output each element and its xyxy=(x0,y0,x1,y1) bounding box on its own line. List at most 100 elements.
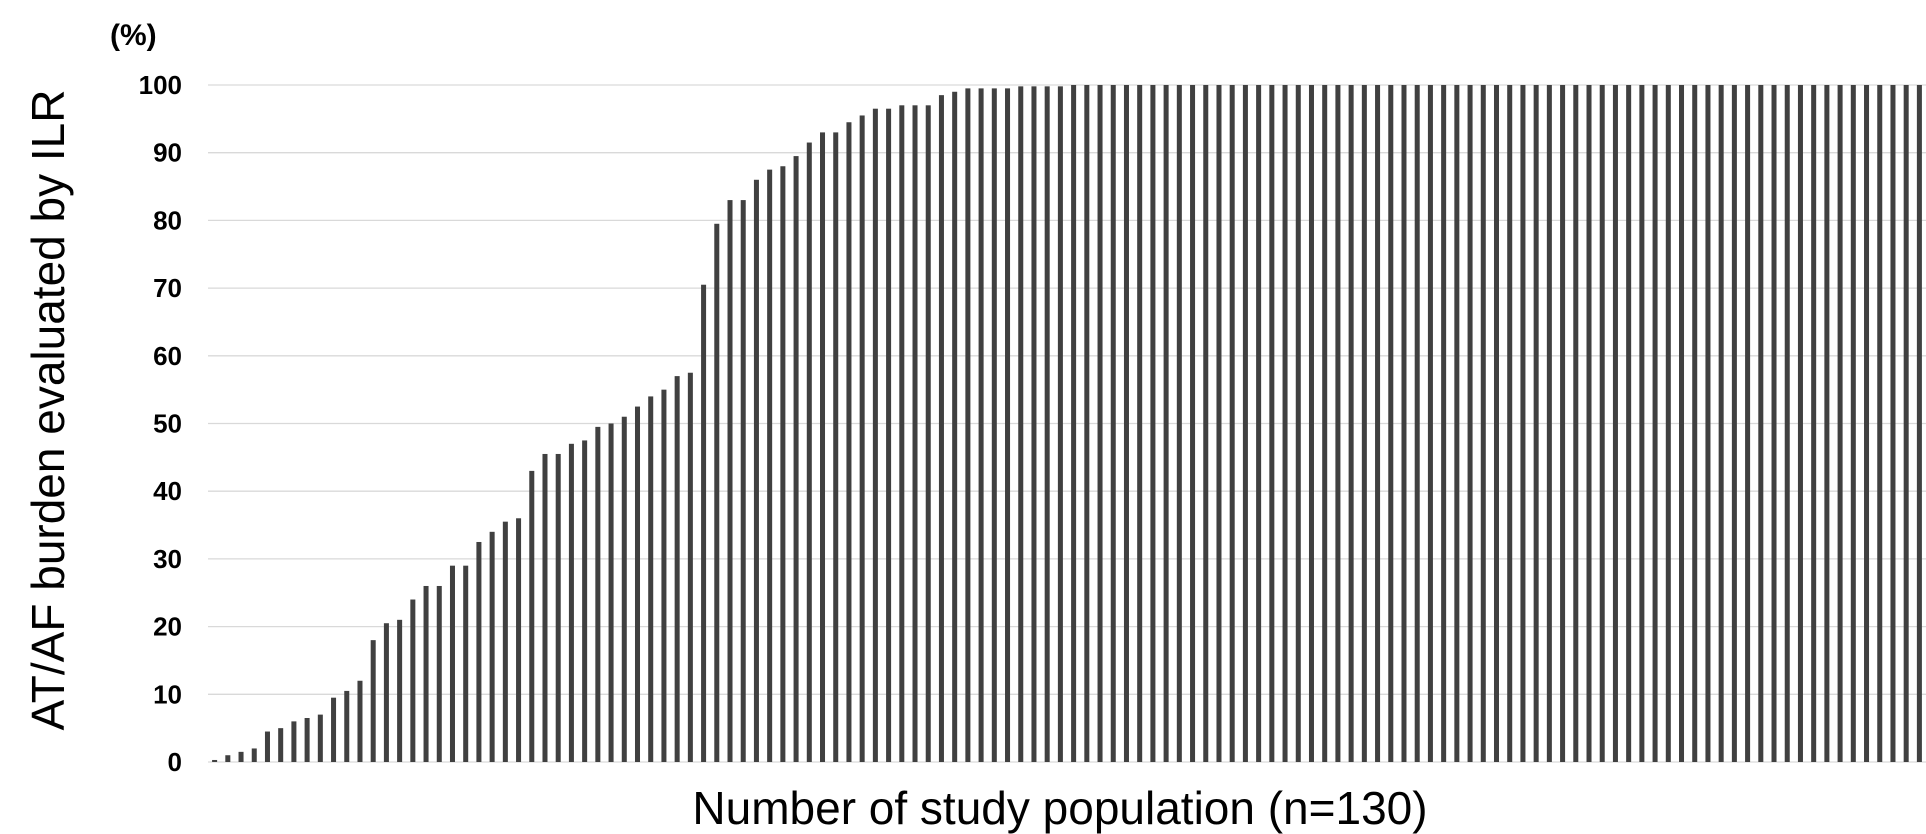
bar xyxy=(1533,85,1539,762)
bar xyxy=(806,142,812,763)
bar xyxy=(978,88,984,762)
bar xyxy=(1811,85,1817,762)
bar xyxy=(1520,85,1526,762)
bar xyxy=(1480,85,1486,762)
bar xyxy=(1837,85,1843,762)
bar xyxy=(1612,85,1618,762)
bar xyxy=(1467,85,1473,762)
bar xyxy=(1018,86,1024,763)
bar xyxy=(291,721,297,762)
bar xyxy=(952,91,958,762)
bar xyxy=(1256,85,1262,762)
bar xyxy=(1401,85,1407,762)
bar xyxy=(991,88,997,762)
bar xyxy=(1626,85,1632,762)
y-axis-title: AT/AF burden evaluated by ILR xyxy=(22,90,74,731)
bar xyxy=(225,755,231,762)
y-tick-label: 30 xyxy=(153,544,182,574)
bar xyxy=(278,728,284,762)
bar xyxy=(449,565,455,762)
bar xyxy=(1414,85,1420,762)
bar xyxy=(1797,85,1803,762)
bar xyxy=(463,565,469,762)
bar xyxy=(397,619,403,762)
bar xyxy=(793,156,799,763)
bar xyxy=(833,132,839,762)
bar xyxy=(595,426,601,762)
bar xyxy=(1150,85,1156,762)
bar xyxy=(1665,85,1671,762)
bar xyxy=(1877,85,1883,762)
bar xyxy=(489,531,495,762)
bar xyxy=(529,470,535,762)
bar xyxy=(925,105,931,762)
bar xyxy=(212,759,218,762)
bar xyxy=(1322,85,1328,762)
bar xyxy=(714,223,720,762)
bar xyxy=(674,376,680,762)
bar xyxy=(1229,85,1235,762)
bar xyxy=(1560,85,1566,762)
y-tick-label: 0 xyxy=(168,747,182,777)
bar xyxy=(1269,85,1275,762)
bar xyxy=(859,115,865,763)
bar xyxy=(608,423,614,762)
bar xyxy=(1427,85,1433,762)
y-tick-label: 40 xyxy=(153,476,182,506)
bar xyxy=(1679,85,1685,762)
bar xyxy=(1586,85,1592,762)
bar xyxy=(423,585,429,762)
y-tick-label: 10 xyxy=(153,679,182,709)
bar xyxy=(1507,85,1513,762)
y-tick-label: 50 xyxy=(153,409,182,439)
bar xyxy=(767,169,773,763)
y-tick-label: 60 xyxy=(153,341,182,371)
bar xyxy=(1163,85,1169,762)
y-tick-label: 70 xyxy=(153,273,182,303)
x-axis-title: Number of study population (n=130) xyxy=(692,782,1427,834)
bar xyxy=(740,200,746,763)
bar xyxy=(820,132,826,762)
bar xyxy=(1044,86,1050,763)
bar xyxy=(1216,85,1222,762)
bar xyxy=(1071,85,1077,762)
bar xyxy=(1005,88,1011,762)
bar xyxy=(1335,85,1341,762)
bar xyxy=(357,680,363,762)
bar xyxy=(1308,85,1314,762)
bar xyxy=(872,108,878,762)
bar xyxy=(1903,85,1909,762)
bar xyxy=(502,521,508,762)
bar xyxy=(1295,85,1301,762)
bar xyxy=(238,751,244,762)
bar xyxy=(436,585,442,762)
bar xyxy=(304,718,310,762)
bar xyxy=(1573,85,1579,762)
bar xyxy=(1850,85,1856,762)
bar xyxy=(780,166,786,763)
bar xyxy=(1493,85,1500,762)
bar xyxy=(621,416,627,762)
bar xyxy=(264,731,270,762)
bar xyxy=(661,389,667,762)
bar xyxy=(331,697,337,762)
bar xyxy=(1057,86,1063,763)
bar xyxy=(582,440,588,762)
y-tick-label: 100 xyxy=(139,70,182,100)
bar xyxy=(516,518,522,762)
bar xyxy=(1758,85,1764,762)
bar xyxy=(1110,85,1116,762)
bar xyxy=(1784,85,1790,762)
bar xyxy=(344,690,350,762)
bar xyxy=(899,105,905,762)
bar xyxy=(886,108,892,762)
bar xyxy=(1388,85,1394,762)
y-tick-label: 20 xyxy=(153,612,182,642)
bar xyxy=(383,623,389,762)
bar xyxy=(1745,85,1751,762)
bar xyxy=(753,179,759,762)
bar xyxy=(1824,85,1830,762)
bar xyxy=(1864,85,1870,762)
bar xyxy=(1375,85,1381,762)
